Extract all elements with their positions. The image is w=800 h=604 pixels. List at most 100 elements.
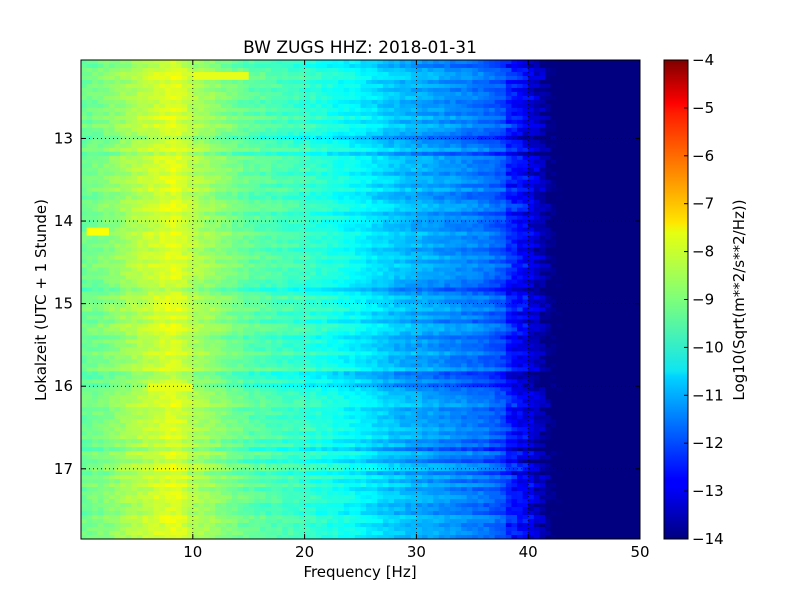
heatmap-cell: [282, 155, 289, 161]
heatmap-cell: [164, 131, 172, 137]
heatmap-cell: [86, 175, 93, 181]
heatmap-cell: [477, 107, 485, 113]
heatmap-cell: [310, 183, 317, 189]
heatmap-cell: [556, 107, 563, 113]
heatmap-cell: [148, 167, 155, 173]
heatmap-cell: [136, 179, 144, 185]
heatmap-cell: [176, 183, 183, 189]
heatmap-cell: [550, 175, 557, 181]
heatmap-cell: [494, 175, 501, 181]
heatmap-cell: [628, 215, 636, 221]
heatmap-cell: [220, 167, 227, 173]
heatmap-cell: [215, 207, 222, 213]
heatmap-cell: [220, 159, 227, 165]
heatmap-cell: [612, 231, 619, 237]
heatmap-cell: [108, 87, 116, 93]
heatmap-cell: [326, 99, 334, 105]
heatmap-cell: [299, 179, 306, 185]
heatmap-cell: [544, 243, 552, 249]
heatmap-cell: [282, 239, 289, 245]
heatmap-cell: [539, 219, 546, 225]
heatmap-cell: [483, 195, 490, 201]
heatmap-cell: [489, 255, 496, 261]
heatmap-cell: [209, 71, 216, 77]
heatmap-cell: [522, 167, 529, 173]
heatmap-cell: [505, 151, 513, 157]
heatmap-cell: [338, 151, 345, 157]
heatmap-cell: [220, 123, 227, 129]
heatmap-cell: [528, 171, 535, 177]
heatmap-cell: [438, 147, 445, 153]
heatmap-cell: [108, 231, 116, 237]
heatmap-cell: [394, 127, 401, 133]
heatmap-cell: [600, 131, 608, 137]
heatmap-cell: [533, 107, 540, 113]
heatmap-cell: [394, 95, 401, 101]
heatmap-cell: [343, 219, 350, 225]
heatmap-cell: [444, 231, 451, 237]
heatmap-cell: [366, 111, 373, 117]
heatmap-cell: [226, 195, 233, 201]
heatmap-cell: [461, 187, 468, 193]
heatmap-cell: [394, 159, 401, 165]
heatmap-cell: [237, 203, 244, 209]
heatmap-cell: [399, 127, 406, 133]
heatmap-cell: [293, 71, 300, 77]
heatmap-cell: [522, 143, 529, 149]
heatmap-cell: [259, 187, 267, 193]
heatmap-cell: [287, 215, 295, 221]
heatmap-cell: [354, 75, 362, 81]
heatmap-cell: [265, 191, 272, 197]
heatmap-cell: [444, 187, 451, 193]
heatmap-cell: [628, 87, 636, 93]
heatmap-cell: [477, 215, 485, 221]
heatmap-cell: [220, 107, 227, 113]
heatmap-cell: [544, 155, 552, 161]
heatmap-cell: [142, 103, 149, 109]
heatmap-cell: [589, 127, 596, 133]
heatmap-cell: [500, 239, 507, 245]
heatmap-cell: [522, 115, 529, 121]
heatmap-cell: [164, 127, 172, 133]
heatmap-cell: [293, 183, 300, 189]
heatmap-cell: [343, 127, 350, 133]
heatmap-cell: [589, 131, 596, 137]
heatmap-cell: [108, 135, 116, 141]
heatmap-cell: [544, 175, 552, 181]
heatmap-cell: [114, 155, 121, 161]
heatmap-cell: [366, 187, 373, 193]
heatmap-cell: [271, 131, 278, 137]
heatmap-cell: [377, 75, 384, 81]
heatmap-cell: [86, 231, 93, 237]
heatmap-cell: [299, 75, 306, 81]
heatmap-cell: [326, 227, 334, 233]
heatmap-cell: [517, 147, 524, 153]
heatmap-cell: [405, 119, 412, 125]
heatmap-cell: [187, 163, 194, 169]
heatmap-cell: [388, 239, 395, 245]
heatmap-cell: [572, 235, 580, 241]
heatmap-cell: [220, 119, 227, 125]
heatmap-cell: [332, 207, 339, 213]
heatmap-cell: [192, 107, 199, 113]
heatmap-cell: [315, 219, 322, 225]
heatmap-cell: [321, 207, 328, 213]
heatmap-cell: [332, 155, 339, 161]
heatmap-cell: [142, 207, 149, 213]
heatmap-cell: [600, 95, 608, 101]
heatmap-cell: [366, 151, 373, 157]
heatmap-cell: [533, 215, 540, 221]
heatmap-cell: [628, 67, 636, 73]
heatmap-cell: [589, 231, 596, 237]
heatmap-cell: [231, 71, 239, 77]
heatmap-cell: [81, 211, 88, 217]
heatmap-cell: [544, 191, 552, 197]
heatmap-cell: [343, 251, 350, 257]
heatmap-cell: [287, 103, 295, 109]
heatmap-cell: [556, 63, 563, 69]
heatmap-cell: [293, 199, 300, 205]
heatmap-cell: [500, 159, 507, 165]
heatmap-cell: [505, 95, 513, 101]
heatmap-cell: [628, 91, 636, 97]
heatmap-cell: [595, 163, 602, 169]
